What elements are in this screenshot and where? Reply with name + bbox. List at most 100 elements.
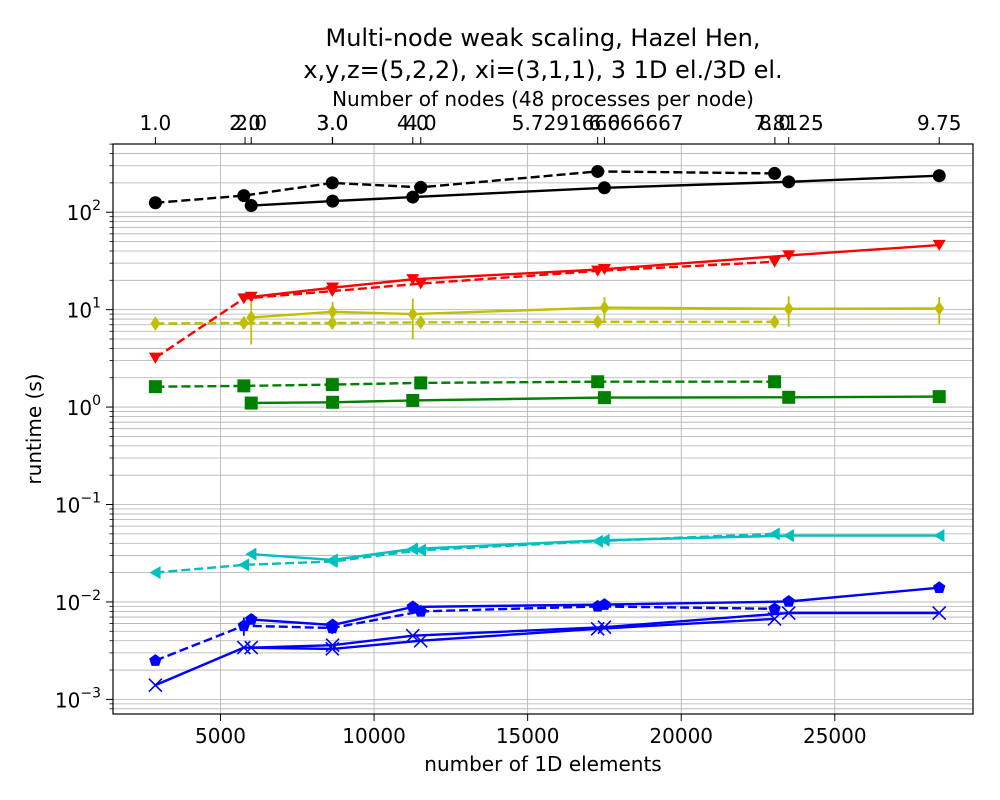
data-point <box>782 175 796 189</box>
data-point <box>245 613 258 625</box>
data-point <box>237 558 250 572</box>
data-series <box>244 169 946 213</box>
data-point <box>406 393 420 407</box>
data-point <box>598 598 611 610</box>
top-axis-tick-label: 2.0 <box>235 111 267 135</box>
data-point <box>149 654 162 666</box>
data-point <box>325 176 339 190</box>
data-point <box>932 239 946 251</box>
top-axis-tick-label: 4.0 <box>405 111 437 135</box>
data-series <box>148 256 782 364</box>
data-point <box>768 256 782 268</box>
data-point <box>933 529 945 543</box>
x-marker-stroke <box>597 620 612 635</box>
data-point <box>932 169 946 183</box>
x-tick-label: 10000 <box>342 724 406 748</box>
data-point <box>149 566 161 580</box>
data-series <box>246 296 945 345</box>
data-point <box>326 618 339 631</box>
data-point <box>406 274 420 286</box>
x-tick-label: 5000 <box>195 724 246 748</box>
data-series <box>149 527 780 580</box>
series-line <box>251 395 940 405</box>
x-marker-stroke <box>405 628 420 643</box>
x-marker-stroke <box>781 605 796 621</box>
series-line <box>251 306 940 319</box>
data-point <box>769 314 780 329</box>
data-point <box>326 395 340 409</box>
data-point <box>414 278 428 290</box>
data-point <box>768 527 780 541</box>
data-point <box>934 301 945 316</box>
data-point <box>244 396 258 410</box>
series-line <box>251 611 940 649</box>
series-layer <box>148 164 947 693</box>
data-point <box>245 547 257 561</box>
data-point <box>597 620 612 635</box>
data-point <box>148 196 162 210</box>
data-point <box>406 190 420 204</box>
y-tick-label: 10−2 <box>55 588 101 615</box>
data-point <box>407 306 418 322</box>
data-point <box>597 264 611 276</box>
data-point <box>237 189 251 203</box>
data-point <box>597 181 611 195</box>
data-point <box>326 282 340 294</box>
data-point <box>933 581 946 593</box>
data-series <box>150 314 780 331</box>
data-point <box>782 390 796 404</box>
data-point <box>781 605 796 621</box>
top-axis-tick-label: 1.0 <box>139 111 171 135</box>
data-point <box>406 542 418 556</box>
top-axis-tick-label: 5.729166666667 <box>512 111 684 135</box>
data-point <box>782 250 796 262</box>
data-point <box>326 194 340 208</box>
data-series <box>244 605 947 655</box>
data-series <box>245 581 946 631</box>
data-point <box>768 166 782 180</box>
y-tick-label: 10−1 <box>55 491 101 518</box>
x-marker-stroke <box>932 605 947 621</box>
data-point <box>415 315 426 330</box>
data-point <box>406 600 419 613</box>
data-point <box>405 628 420 643</box>
data-series <box>244 390 946 410</box>
top-axis-tick-label: 2.0 <box>229 111 261 135</box>
top-axis-tick-label: 3.0 <box>316 111 348 135</box>
data-point <box>244 291 258 303</box>
chart-title-line-1: Multi-node weak scaling, Hazel Hen, <box>325 24 761 52</box>
x-marker-stroke <box>148 678 163 693</box>
grid-lines <box>113 143 973 714</box>
data-point <box>932 390 946 404</box>
x-marker-stroke <box>236 640 251 655</box>
data-point <box>237 379 251 393</box>
data-point <box>325 378 339 392</box>
data-series <box>148 164 782 210</box>
x-tick-label: 15000 <box>496 724 560 748</box>
data-point <box>782 595 795 607</box>
y-tick-label: 102 <box>67 198 101 225</box>
series-line <box>155 380 775 388</box>
data-point <box>414 180 428 194</box>
top-axis-tick-label: 3.0 <box>317 111 349 135</box>
data-point <box>599 300 610 315</box>
top-axis-tick-label: 9.75 <box>917 111 962 135</box>
y-tick-label: 100 <box>67 393 101 420</box>
data-point <box>148 352 162 364</box>
data-point <box>325 638 340 653</box>
data-point <box>768 602 781 615</box>
series-line <box>154 617 775 687</box>
x-marker-stroke <box>244 640 259 655</box>
y-axis-label: runtime (s) <box>22 373 46 484</box>
series-line <box>155 170 775 204</box>
data-point <box>932 605 947 621</box>
x-axis-label: number of 1D elements <box>424 752 661 776</box>
data-point <box>238 315 249 331</box>
axes-layer: 10−3 10−2 10−1 100 101 102 5000 10000 15000 20000… <box>55 111 962 748</box>
data-point <box>592 314 603 329</box>
data-point <box>148 678 163 693</box>
data-point <box>236 640 251 655</box>
data-series <box>244 239 946 303</box>
data-point <box>237 293 251 305</box>
